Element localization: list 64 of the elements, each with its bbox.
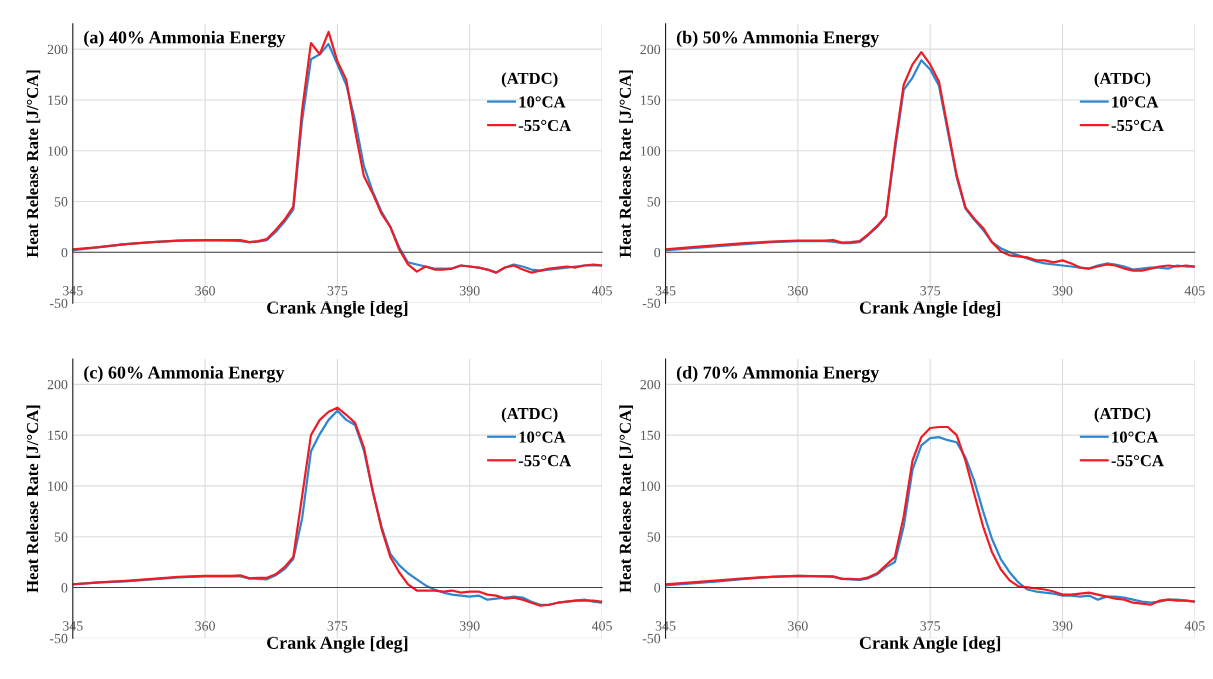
y-tick-label: 200 [640, 379, 661, 390]
y-axis-title: Heat Release Rate [J/°CA] [619, 405, 633, 593]
legend-label: -55°CA [1111, 119, 1164, 132]
y-tick-label: 50 [647, 197, 661, 207]
x-tick-label: 405 [591, 621, 612, 631]
chart-title: (c) 60% Ammonia Energy [84, 365, 285, 383]
x-axis-title: Crank Angle [deg] [267, 301, 408, 318]
chart-title: (b) 50% Ammonia Energy [676, 30, 880, 48]
x-axis-title: Crank Angle [deg] [267, 636, 408, 653]
x-tick-label: 360 [195, 621, 215, 631]
y-tick-label: 50 [647, 532, 661, 542]
chart-title: (a) 40% Ammonia Energy [84, 30, 286, 48]
legend-title: (ATDC) [1094, 407, 1151, 423]
x-tick-label: 375 [920, 286, 941, 296]
y-tick-label: 0 [654, 583, 661, 593]
legend-label: 10°CA [519, 96, 566, 108]
y-tick-label: -50 [642, 633, 661, 644]
x-tick-label: 375 [327, 286, 348, 296]
y-tick-label: 0 [61, 583, 68, 593]
y-axis-title: Heat Release Rate [J/°CA] [619, 70, 633, 258]
y-tick-label: 150 [48, 95, 68, 105]
x-tick-label: 360 [195, 286, 215, 296]
x-axis-title: Crank Angle [deg] [859, 636, 1001, 653]
x-tick-label: 405 [591, 286, 612, 296]
y-tick-label: 50 [54, 532, 68, 542]
y-tick-label: 200 [47, 44, 68, 55]
y-tick-label: 100 [641, 481, 661, 491]
y-tick-label: 150 [641, 430, 661, 441]
y-axis-title: Heat Release Rate [J/°CA] [26, 70, 41, 258]
y-tick-label: -50 [49, 633, 68, 644]
legend-label: -55°CA [518, 119, 572, 132]
y-tick-label: 200 [47, 379, 68, 390]
x-tick-label: 360 [788, 286, 808, 296]
legend-label: 10°CA [1112, 431, 1159, 443]
y-tick-label: 50 [54, 197, 68, 207]
x-tick-label: 375 [327, 621, 348, 631]
legend-label: 10°CA [519, 431, 566, 443]
y-tick-label: -50 [642, 298, 661, 309]
y-tick-label: 0 [61, 247, 68, 258]
y-tick-label: -50 [49, 298, 68, 309]
x-tick-label: 405 [1184, 621, 1205, 631]
x-tick-label: 390 [1052, 286, 1073, 296]
y-axis-title: Heat Release Rate [J/°CA] [26, 405, 41, 593]
x-tick-label: 390 [1052, 621, 1073, 631]
x-tick-label: 390 [459, 286, 480, 296]
y-tick-label: 150 [48, 430, 68, 441]
y-tick-label: 100 [641, 146, 661, 156]
legend-label: -55°CA [1111, 455, 1164, 467]
chart-title: (d) 70% Ammonia Energy [676, 365, 880, 383]
legend-label: 10°CA [1112, 96, 1159, 108]
x-tick-label: 405 [1184, 286, 1205, 296]
x-tick-label: 360 [788, 621, 808, 631]
legend-title: (ATDC) [1094, 72, 1151, 88]
legend-title: (ATDC) [501, 407, 558, 423]
x-axis-title: Crank Angle [deg] [859, 301, 1001, 318]
y-tick-label: 100 [48, 481, 68, 491]
x-tick-label: 375 [920, 621, 941, 631]
y-tick-label: 200 [640, 44, 661, 55]
legend-title: (ATDC) [501, 72, 558, 88]
y-tick-label: 100 [48, 146, 68, 156]
legend-label: -55°CA [518, 455, 572, 467]
y-tick-label: 150 [641, 95, 661, 105]
y-tick-label: 0 [654, 247, 661, 258]
x-tick-label: 390 [459, 621, 480, 631]
